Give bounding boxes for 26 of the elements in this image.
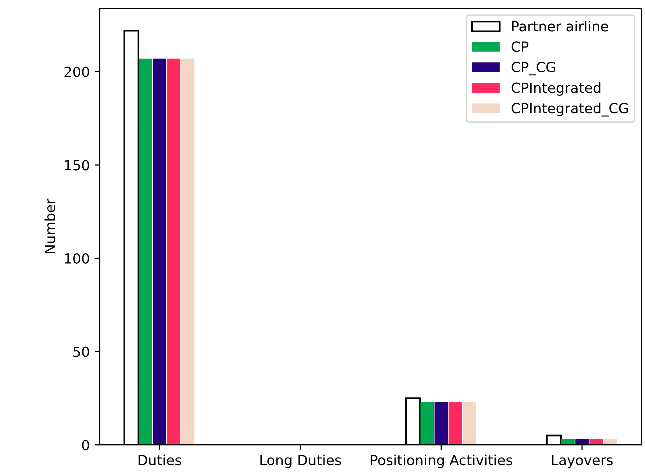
bar <box>139 58 152 446</box>
bar <box>181 58 195 446</box>
y-axis-title: Number <box>44 198 56 254</box>
bar <box>448 402 462 446</box>
legend-label: CP_CG <box>512 62 556 76</box>
y-tick-label: 100 <box>65 253 90 264</box>
x-tick-label: Layovers <box>552 455 613 468</box>
bar <box>434 402 448 446</box>
legend-label: CPIntegrated_CG <box>512 102 628 117</box>
x-tick-label: Long Duties <box>260 454 342 468</box>
bar <box>562 440 575 446</box>
bar <box>153 58 166 446</box>
y-tick-label: 200 <box>64 66 90 78</box>
bar <box>420 402 434 446</box>
legend-label: CP <box>512 42 529 52</box>
legend-label: CPIntegrated <box>512 82 601 96</box>
bar <box>576 440 589 446</box>
legend-label: Partner airline <box>512 20 608 32</box>
y-tick-label: 0 <box>82 440 90 451</box>
y-tick-label: 150 <box>65 160 90 171</box>
bar <box>167 58 181 446</box>
y-tick-label: 50 <box>74 346 90 358</box>
x-tick-label: Positioning Activities <box>371 454 512 468</box>
bar <box>462 402 476 446</box>
bar <box>590 440 604 446</box>
x-tick-label: Duties <box>138 454 182 466</box>
